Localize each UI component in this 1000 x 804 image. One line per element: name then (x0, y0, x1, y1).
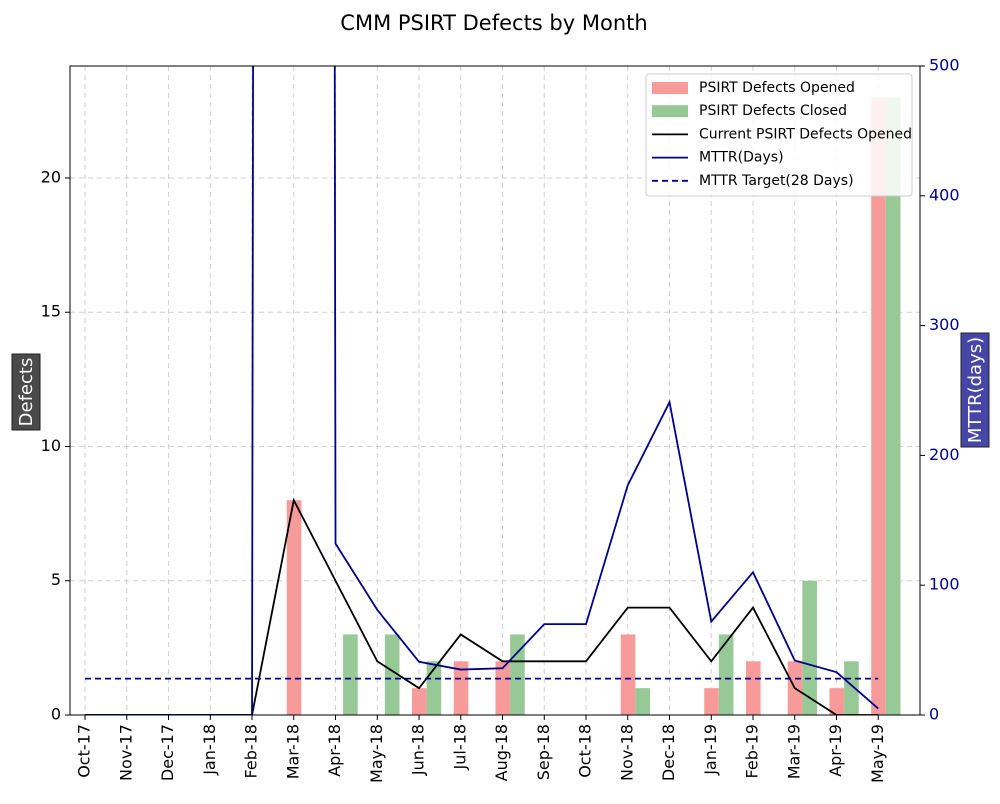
legend-swatch (652, 82, 688, 94)
bar (718, 634, 734, 715)
y-tick-label: 20 (41, 167, 61, 186)
bar (620, 634, 636, 715)
bar (871, 97, 886, 715)
plot-frame (69, 65, 921, 716)
y2-tick-label: 300 (929, 315, 960, 334)
bar (802, 580, 817, 715)
legend-label: PSIRT Defects Opened (699, 80, 855, 96)
x-tick-label: Jun-18 (409, 724, 428, 776)
x-tick-label: Feb-19 (743, 724, 762, 778)
x-tick-label: Oct-18 (576, 724, 595, 778)
y-tick-label: 15 (41, 302, 61, 321)
x-tick-label: Apr-18 (325, 724, 344, 777)
y-tick-label: 0 (51, 705, 61, 724)
x-tick-label: Jul-18 (450, 724, 469, 770)
bar (510, 634, 525, 715)
bar (745, 661, 761, 715)
y-axis-label: Defects (16, 358, 37, 427)
bar (412, 688, 427, 715)
y-tick-label: 10 (41, 436, 61, 455)
y2-axis-label: MTTR(days) (965, 337, 986, 443)
line (85, 497, 879, 715)
label-background (11, 353, 41, 431)
legend-frame (645, 73, 913, 197)
x-tick-label: Sep-18 (534, 724, 553, 780)
plot-marks (85, 66, 901, 715)
chart-title: CMM PSIRT Defects by Month (340, 11, 647, 35)
legend-label: Current PSIRT Defects Opened (699, 126, 912, 142)
y2-tick-label: 400 (929, 185, 960, 204)
x-tick-label: Nov-18 (617, 724, 636, 781)
x-tick-label: Mar-19 (784, 724, 803, 779)
x-tick-label: Dec-17 (158, 724, 177, 781)
x-tick-label: Feb-18 (242, 724, 261, 778)
y2-tick-label: 500 (929, 56, 960, 75)
bar (286, 500, 302, 715)
y2-axis-label-box: MTTR(days) (960, 332, 990, 448)
label-background (960, 332, 990, 448)
x-tick-label: Mar-18 (283, 724, 302, 779)
legend-label: MTTR(Days) (699, 150, 784, 166)
y2-tick-label: 100 (929, 575, 960, 594)
legend-swatch (652, 105, 688, 118)
x-tick-label: Dec-18 (659, 724, 678, 781)
bar (384, 634, 400, 715)
legend-label: PSIRT Defects Closed (699, 103, 847, 119)
bar (885, 97, 901, 715)
legend: PSIRT Defects Opened PSIRT Defects Closed… (645, 73, 913, 197)
bar (453, 661, 469, 715)
x-tick-label: May-18 (367, 724, 386, 783)
x-tick-label: Oct-17 (75, 724, 94, 778)
bar (495, 661, 511, 715)
x-tick-label: Jan-19 (701, 724, 720, 776)
y2-tick-label: 200 (929, 445, 960, 464)
bar (704, 688, 719, 715)
line (85, 66, 879, 715)
y-tick-label: 5 (51, 570, 61, 589)
bar (635, 688, 650, 715)
bar (829, 688, 845, 715)
y2-tick-label: 0 (929, 705, 939, 724)
x-tick-label: Apr-19 (826, 724, 845, 777)
x-tick-label: Nov-17 (116, 724, 135, 781)
x-tick-label: May-19 (868, 724, 887, 783)
x-tick-label: Aug-18 (492, 724, 511, 781)
bar (343, 634, 358, 715)
legend-label: MTTR Target(28 Days) (699, 173, 854, 189)
y-axis-label-box: Defects (11, 353, 41, 431)
bar (844, 661, 859, 715)
x-tick-label: Jan-18 (200, 724, 219, 776)
